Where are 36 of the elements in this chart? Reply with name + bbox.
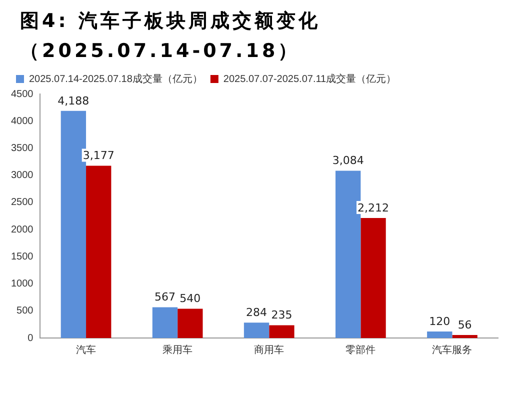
data-label: 235 [271, 308, 292, 322]
bar [427, 331, 452, 338]
legend-label: 2025.07.14-2025.07.18成交量（亿元） [29, 72, 202, 85]
y-tick-label: 2000 [10, 224, 34, 236]
data-label: 3,177 [82, 149, 114, 162]
bar [178, 308, 203, 338]
bar [452, 334, 478, 338]
y-tick-label: 2500 [10, 197, 34, 208]
chart-title: 图4: 汽车子板块周成交额变化（2025.07.14-07.18） [20, 9, 322, 64]
data-label: 567 [154, 290, 176, 304]
data-label: 4,188 [58, 94, 90, 108]
legend-label: 2025.07.07-2025.07.11成交量（亿元） [223, 72, 396, 85]
y-tick-label: 0 [28, 332, 34, 344]
bar [360, 218, 386, 338]
data-label: 56 [458, 318, 472, 332]
data-label: 120 [429, 314, 450, 328]
x-tick-label: 零部件 [346, 344, 376, 356]
data-label: 3,084 [332, 154, 364, 168]
x-tick-label: 乘用车 [162, 344, 193, 356]
data-label: 540 [180, 292, 201, 306]
y-tick-label: 1000 [10, 278, 34, 290]
data-label: 284 [246, 306, 268, 319]
x-tick-label: 汽车服务 [432, 344, 472, 356]
y-tick-label: 500 [16, 306, 34, 317]
y-tick-label: 3000 [10, 170, 34, 182]
data-label: 2,212 [358, 201, 390, 214]
x-tick-label: 商用车 [254, 344, 284, 356]
bar [269, 325, 294, 338]
x-tick-label: 汽车 [76, 344, 96, 356]
y-tick-label: 4000 [10, 116, 34, 127]
y-tick-label: 1500 [10, 251, 34, 262]
bar [152, 307, 178, 338]
y-tick-label: 3500 [10, 142, 34, 154]
y-tick-label: 4500 [10, 88, 34, 100]
bar [244, 322, 270, 338]
bar [86, 166, 112, 338]
